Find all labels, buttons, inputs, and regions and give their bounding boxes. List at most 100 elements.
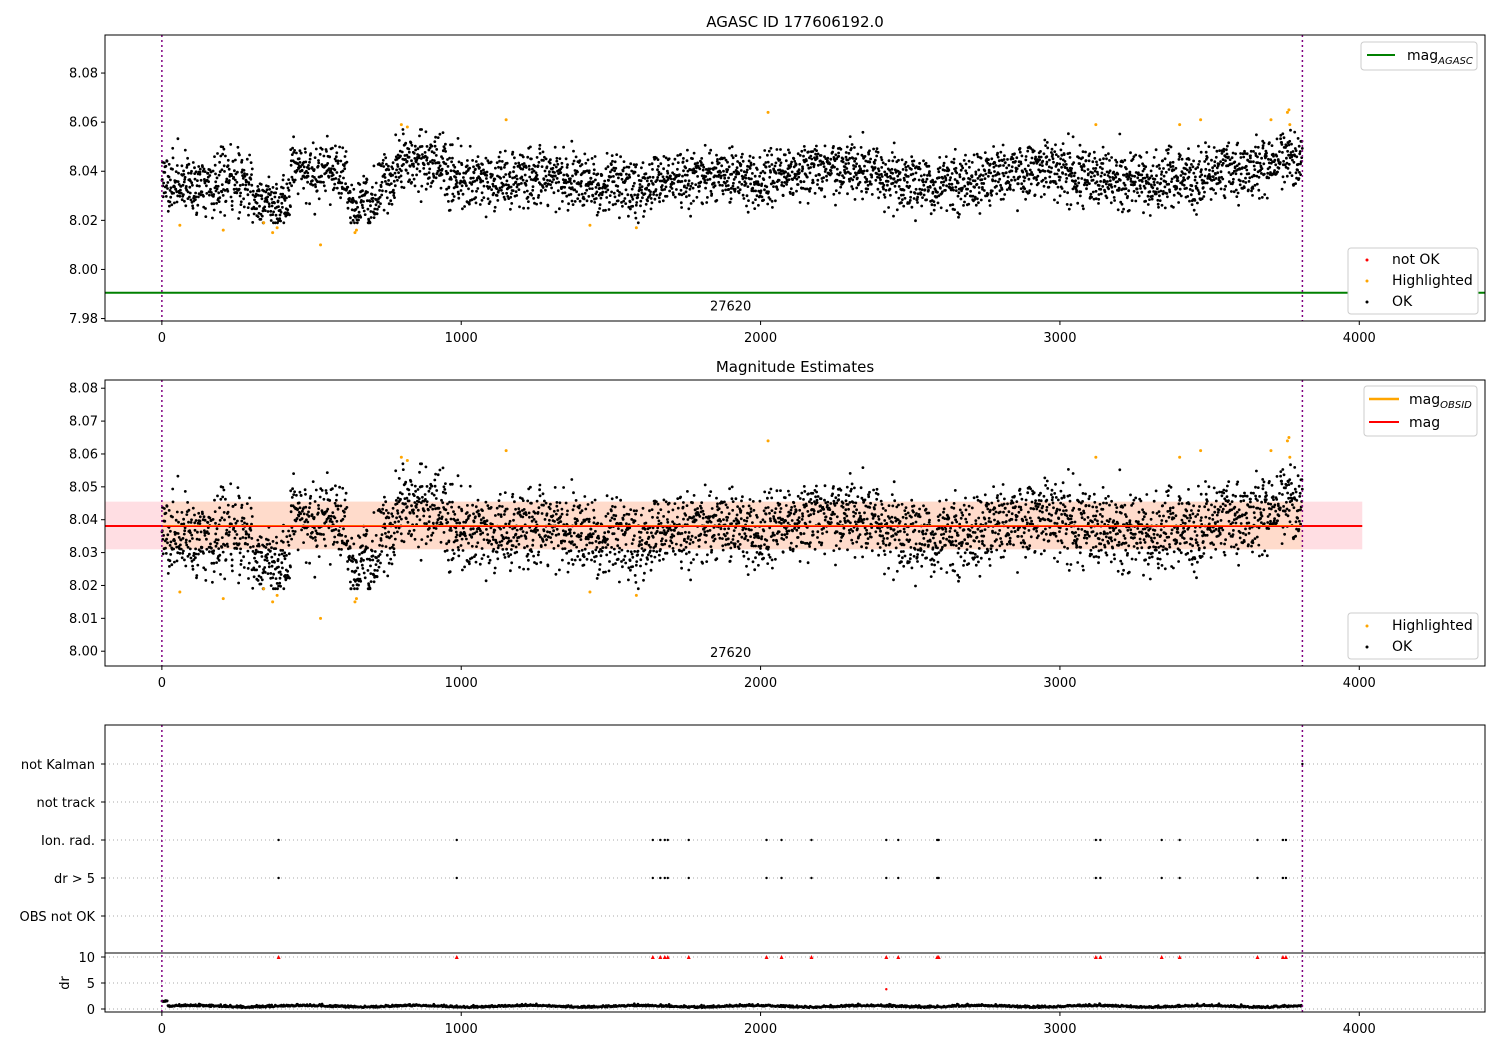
magnitude-point-ok	[304, 561, 308, 564]
magnitude-point-ok	[236, 519, 239, 523]
magnitude-point-ok	[187, 508, 191, 512]
agasc-point-ok	[685, 159, 689, 163]
agasc-point-ok	[1167, 182, 1171, 186]
agasc-point-ok	[696, 161, 699, 165]
agasc-point-ok	[894, 190, 898, 194]
agasc-point-ok	[1152, 180, 1156, 184]
agasc-point-ok	[1279, 137, 1282, 141]
agasc-point-ok	[251, 189, 255, 193]
agasc-point-ok	[1085, 187, 1088, 191]
magnitude-point-ok	[292, 532, 296, 536]
agasc-point-ok	[394, 133, 398, 137]
agasc-point-ok	[352, 187, 356, 191]
magnitude-point-ok	[342, 510, 346, 514]
magnitude-point-ok	[392, 550, 396, 554]
agasc-point-ok	[592, 172, 596, 176]
agasc-point-ok	[1177, 201, 1180, 204]
agasc-point-ok	[1247, 188, 1250, 192]
magnitude-point-ok	[338, 485, 341, 489]
agasc-point-ok	[731, 156, 735, 160]
agasc-point-ok	[627, 173, 631, 177]
agasc-point-ok	[819, 163, 823, 166]
agasc-point-ok	[408, 178, 411, 182]
magnitude-point-ok	[344, 535, 347, 538]
magnitude-point-ok	[496, 557, 500, 561]
magnitude-point-ok	[212, 552, 215, 555]
agasc-point-ok	[1122, 207, 1125, 211]
agasc-point-ok	[391, 173, 394, 177]
agasc-point-ok	[1084, 159, 1088, 162]
agasc-ytick-label: 8.00	[69, 263, 98, 278]
magnitude-point-ok	[418, 518, 422, 522]
agasc-point-ok	[721, 184, 724, 187]
agasc-point-ok	[640, 191, 644, 195]
magnitude-point-ok	[492, 538, 495, 541]
agasc-point-ok	[805, 175, 809, 179]
agasc-point-ok	[606, 188, 610, 192]
agasc-point-ok	[364, 180, 368, 184]
agasc-point-ok	[698, 167, 702, 171]
agasc-point-ok	[188, 185, 192, 189]
agasc-point-ok	[570, 182, 573, 185]
magnitude-point-ok	[484, 500, 488, 504]
magnitude-point-ok	[498, 504, 501, 508]
agasc-point-ok	[778, 164, 782, 167]
magnitude-point-ok	[401, 468, 405, 471]
agasc-point-ok	[307, 167, 311, 171]
agasc-point-ok	[847, 162, 850, 165]
agasc-point-ok	[1043, 169, 1047, 173]
agasc-point-ok	[623, 197, 627, 200]
agasc-point-ok	[1172, 205, 1175, 209]
agasc-point-ok	[673, 157, 677, 161]
magnitude-point-ok	[270, 555, 274, 559]
agasc-point-ok	[433, 144, 437, 148]
agasc-point-ok	[380, 193, 384, 197]
agasc-point-ok	[610, 190, 613, 194]
agasc-point-ok	[617, 194, 621, 197]
agasc-point-ok	[343, 167, 347, 171]
agasc-point-ok	[432, 151, 436, 155]
agasc-point-ok	[474, 160, 478, 163]
agasc-point-ok	[955, 171, 959, 175]
agasc-point-ok	[238, 153, 241, 157]
agasc-point-ok	[1213, 164, 1217, 168]
agasc-point-ok	[474, 201, 478, 205]
agasc-point-ok	[616, 189, 620, 193]
magnitude-point-ok	[468, 484, 472, 488]
agasc-point-ok	[903, 196, 907, 200]
agasc-point-ok	[926, 174, 929, 177]
magnitude-point-ok	[317, 504, 320, 507]
agasc-point-ok	[250, 167, 254, 171]
agasc-point-ok	[317, 161, 321, 165]
agasc-point-ok	[271, 213, 275, 217]
agasc-point-ok	[451, 156, 454, 160]
magnitude-point-ok	[435, 489, 439, 492]
agasc-point-ok	[802, 145, 806, 148]
magnitude-point-ok	[207, 532, 211, 535]
agasc-point-ok	[571, 174, 574, 178]
agasc-point-ok	[444, 142, 447, 146]
magnitude-point-ok	[494, 514, 497, 517]
agasc-point-ok	[451, 192, 455, 196]
agasc-point-ok	[613, 169, 616, 173]
agasc-point-ok	[1188, 188, 1192, 191]
agasc-point-ok	[630, 187, 634, 191]
agasc-point-ok	[1241, 180, 1245, 183]
agasc-point-ok	[344, 150, 348, 153]
agasc-point-ok	[1124, 187, 1128, 191]
agasc-point-ok	[222, 147, 226, 151]
magnitude-point-ok	[405, 505, 409, 508]
magnitude-point-ok	[299, 512, 302, 516]
agasc-point-ok	[315, 189, 319, 193]
agasc-point-ok	[1295, 155, 1299, 159]
agasc-point-ok	[619, 173, 623, 177]
agasc-point-ok	[895, 180, 898, 184]
agasc-point-ok	[717, 161, 721, 165]
magnitude-point-ok	[389, 557, 393, 561]
agasc-point-ok	[637, 174, 640, 178]
agasc-point-ok	[360, 199, 363, 202]
agasc-point-ok	[377, 200, 380, 204]
agasc-point-ok	[175, 200, 179, 204]
agasc-point-ok	[488, 200, 492, 204]
magnitude-point-ok	[476, 498, 480, 502]
